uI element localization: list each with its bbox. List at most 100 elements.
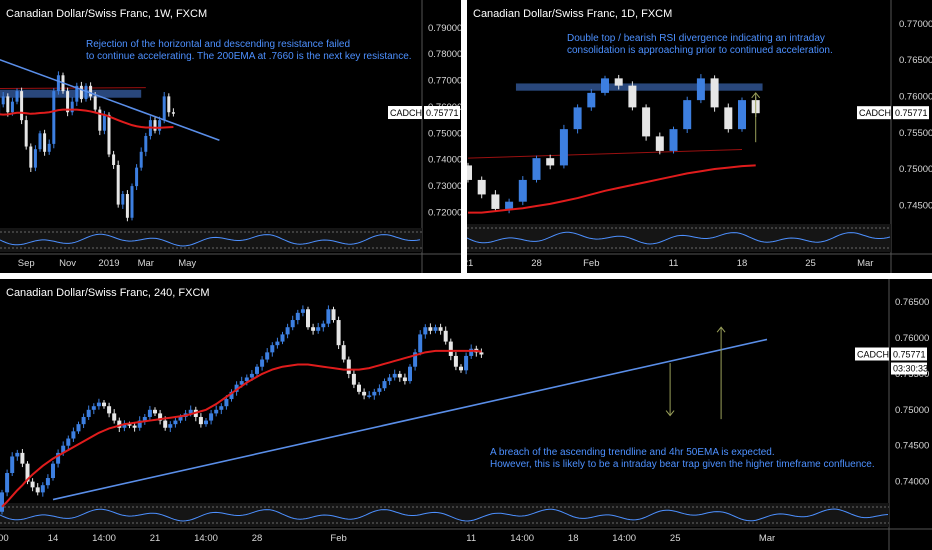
h4-candle xyxy=(204,420,208,425)
weekly-candle xyxy=(66,91,70,113)
daily-price-badge: 0.75771 xyxy=(895,108,928,118)
weekly-symbol-badge-bg xyxy=(388,106,422,120)
weekly-candle xyxy=(70,101,74,113)
h4-candle xyxy=(300,309,305,313)
weekly-ema200-line xyxy=(0,87,146,89)
h4-candle xyxy=(107,406,112,414)
h4-candle xyxy=(219,406,224,410)
h4-candle xyxy=(66,438,71,446)
daily-candle xyxy=(628,85,637,108)
h4-candle xyxy=(316,327,321,331)
h4-candle xyxy=(214,409,219,414)
h4-candle xyxy=(295,312,300,321)
h4-x-tick-label: 14:00 xyxy=(194,533,218,544)
h4-candle xyxy=(0,492,4,512)
daily-candle xyxy=(683,100,692,130)
h4-candle xyxy=(367,395,372,397)
h4-x-tick-label: 18 xyxy=(568,533,579,544)
daily-chart-panel[interactable]: Canadian Dollar/Swiss Franc, 1D, FXCM Do… xyxy=(467,0,932,273)
daily-annotation-line-1: Double top / bearish RSI divergence indi… xyxy=(567,33,825,44)
h4-chart-panel[interactable]: Canadian Dollar/Swiss Franc, 240, FXCM A… xyxy=(0,279,932,550)
weekly-ema-line xyxy=(0,108,174,129)
h4-candle xyxy=(132,425,137,428)
weekly-chart-svg[interactable]: Canadian Dollar/Swiss Franc, 1W, FXCM Re… xyxy=(0,0,461,273)
h4-candle xyxy=(5,472,10,493)
weekly-x-tick-label: Mar xyxy=(138,258,154,269)
h4-chart-svg[interactable]: Canadian Dollar/Swiss Franc, 240, FXCM A… xyxy=(0,279,932,550)
daily-x-tick-label: 18 xyxy=(737,258,748,269)
h4-candle xyxy=(137,420,142,428)
daily-candle xyxy=(724,107,733,130)
h4-candle xyxy=(30,481,35,488)
weekly-oscillator-pane xyxy=(0,228,422,252)
weekly-y-tick-label: 0.79000 xyxy=(428,23,461,34)
h4-candle xyxy=(413,352,418,367)
h4-x-tick-label: 14:00 xyxy=(510,533,534,544)
h4-candle xyxy=(336,320,341,346)
weekly-y-tick-label: 0.74000 xyxy=(428,155,461,166)
h4-candle xyxy=(163,420,168,428)
h4-candle xyxy=(25,463,30,482)
h4-x-tick-label: 21 xyxy=(150,533,161,544)
h4-candle xyxy=(357,384,361,392)
weekly-candle xyxy=(24,120,28,147)
weekly-chart-title: Canadian Dollar/Swiss Franc, 1W, FXCM xyxy=(6,8,207,20)
weekly-candle xyxy=(107,114,111,155)
h4-candle xyxy=(198,416,203,425)
daily-x-tick-label: 25 xyxy=(805,258,816,269)
h4-candle xyxy=(453,355,458,367)
h4-candle xyxy=(255,366,259,374)
h4-y-tick-label: 0.76500 xyxy=(895,297,929,308)
h4-candle xyxy=(122,424,127,428)
weekly-candle xyxy=(79,85,83,100)
daily-candle xyxy=(573,107,582,130)
h4-candle xyxy=(392,373,397,378)
h4-candle xyxy=(15,452,20,457)
h4-candle xyxy=(408,366,412,382)
weekly-candle xyxy=(121,194,125,205)
h4-candle xyxy=(10,456,15,473)
h4-x-tick-label: :00 xyxy=(0,533,9,544)
h4-candle xyxy=(91,406,96,410)
daily-candle xyxy=(614,78,623,86)
h4-x-tick-label: 14:00 xyxy=(612,533,636,544)
h4-x-tick-label: 28 xyxy=(252,533,263,544)
daily-candle xyxy=(505,201,514,209)
h4-candle xyxy=(71,431,76,439)
h4-y-tick-label: 0.74500 xyxy=(895,441,929,452)
h4-candle xyxy=(265,352,270,360)
daily-candle xyxy=(696,78,705,101)
h4-candle xyxy=(331,309,336,321)
weekly-x-tick-label: May xyxy=(178,258,196,269)
weekly-candle xyxy=(144,135,148,152)
daily-chart-svg[interactable]: Canadian Dollar/Swiss Franc, 1D, FXCM Do… xyxy=(467,0,932,273)
weekly-candle xyxy=(102,114,106,131)
daily-candle xyxy=(587,92,596,108)
h4-candle xyxy=(438,327,443,331)
weekly-y-tick-label: 0.72000 xyxy=(428,207,461,218)
h4-candle xyxy=(306,309,310,328)
h4-price-badge: 0.75771 xyxy=(893,350,926,360)
daily-chart-title: Canadian Dollar/Swiss Franc, 1D, FXCM xyxy=(473,8,672,20)
h4-candle xyxy=(479,352,484,355)
h4-candle xyxy=(428,327,433,331)
h4-candle xyxy=(321,323,326,328)
weekly-candle xyxy=(130,186,134,218)
daily-plot-layer xyxy=(467,0,932,273)
h4-candle xyxy=(311,327,316,331)
daily-candle xyxy=(546,158,555,166)
h4-candle xyxy=(86,409,91,417)
weekly-chart-panel[interactable]: Canadian Dollar/Swiss Franc, 1W, FXCM Re… xyxy=(0,0,461,273)
weekly-candle xyxy=(84,85,88,100)
h4-candle xyxy=(423,327,428,335)
weekly-candle xyxy=(52,91,56,144)
daily-y-tick-label: 0.74500 xyxy=(899,200,932,211)
h4-candle xyxy=(224,399,229,407)
weekly-candle xyxy=(6,96,10,113)
h4-y-tick-label: 0.76000 xyxy=(895,333,929,344)
daily-price-badge-bg xyxy=(893,106,929,120)
daily-candle xyxy=(491,194,500,209)
h4-candle xyxy=(377,388,382,392)
weekly-candle xyxy=(89,85,93,97)
daily-candle xyxy=(559,129,568,166)
